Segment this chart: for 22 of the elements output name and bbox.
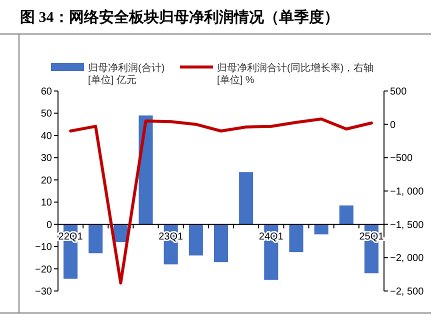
- y2-tick-label: −500: [390, 153, 413, 164]
- legend-label: 归母净利润合计(同比增长率)，右轴: [217, 62, 374, 74]
- y-tick-label: −20: [35, 264, 52, 276]
- y2-tick-label: 500: [390, 86, 408, 98]
- y-tick-label: −30: [35, 286, 52, 298]
- y2-tick-label: −1, 000: [390, 186, 424, 198]
- y2-tick-label: −1, 500: [390, 220, 424, 231]
- y-tick-label: 20: [40, 175, 52, 186]
- y2-axis-title: [单位] %: [217, 74, 254, 86]
- y-tick-label: 0: [46, 220, 52, 231]
- y2-tick-label: −2, 500: [390, 286, 424, 298]
- legend-label: 归母净利润(合计): [88, 62, 165, 74]
- y-tick-label: 10: [40, 198, 52, 209]
- y2-tick-label: −2, 000: [390, 253, 424, 264]
- y2-tick-label: 0: [390, 120, 396, 131]
- y-tick-label: 30: [40, 153, 52, 164]
- chart-title: 图 34：网络安全板块归母净利润情况（单季度）: [20, 8, 339, 26]
- y-tick-label: 40: [40, 130, 52, 142]
- y-tick-label: 50: [40, 108, 52, 120]
- y-tick-label: −10: [35, 242, 52, 254]
- y-axis-title: [单位] 亿元: [88, 74, 136, 86]
- y-tick-label: 60: [40, 86, 52, 98]
